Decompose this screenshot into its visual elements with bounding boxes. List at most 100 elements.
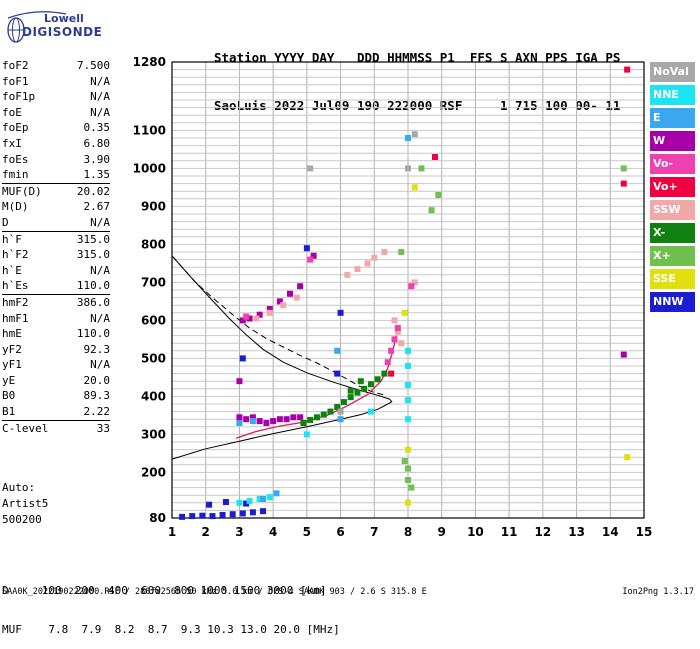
echo-point-ssw [354, 266, 361, 273]
echo-point-nnw [179, 513, 186, 520]
echo-point-x+ [405, 465, 411, 472]
echo-point-sse [624, 454, 631, 461]
echo-point-w [236, 414, 243, 421]
legend-item: NoVal [650, 62, 695, 82]
x-tick-label: 15 [636, 525, 653, 539]
param-name: C-level [2, 421, 49, 435]
y-tick-label: 1280 [133, 55, 166, 69]
echo-point-x- [361, 385, 368, 392]
echo-point-nne [405, 397, 411, 404]
logo-globe-icon [7, 11, 67, 43]
echo-point-sse [405, 446, 411, 453]
param-value: 110.0 [76, 327, 110, 341]
echo-point-x- [381, 370, 388, 377]
param-row: B1 2.22 [2, 404, 110, 420]
echo-point-nnw [249, 509, 256, 516]
echo-point-e [337, 416, 344, 423]
param-row: foF1 N/A [2, 74, 110, 90]
echo-point-ssw [391, 317, 398, 324]
echo-point-w [620, 351, 627, 358]
echo-point-x- [354, 389, 361, 396]
echo-point-w [310, 252, 317, 259]
param-name: M(D) [2, 200, 29, 214]
echo-point-sse [405, 499, 411, 506]
param-value: N/A [90, 215, 110, 229]
param-value: 2.67 [83, 200, 111, 214]
echo-point-nnw [229, 511, 236, 518]
x-tick-label: 11 [501, 525, 518, 539]
param-name: h`F2 [2, 248, 29, 262]
param-row: B0 89.3 [2, 388, 110, 404]
echo-point-w [297, 283, 304, 290]
echo-point-nne [246, 497, 253, 504]
param-row: h`F 315.0 [2, 230, 110, 248]
muf-distance-table: D 100 200 400 600 800 1000 1500 3000 [km… [2, 558, 340, 649]
virtual-curve [171, 255, 385, 396]
echo-point-nne [405, 382, 411, 388]
echo-point-nnw [239, 355, 246, 362]
legend-item: X- [650, 223, 695, 243]
y-tick-label: 400 [141, 389, 166, 403]
x-tick-label: 5 [303, 525, 311, 539]
param-value: 315.0 [76, 248, 110, 262]
echo-point-e [249, 418, 256, 425]
echo-point-nne [405, 347, 411, 354]
echo-point-vo- [408, 283, 415, 290]
x-tick-label: 7 [370, 525, 378, 539]
param-value: N/A [90, 311, 110, 325]
x-tick-label: 2 [202, 525, 210, 539]
echo-point-w [256, 418, 263, 425]
version-label: Ion2Png 1.3.17 [622, 587, 694, 597]
y-tick-label: 200 [141, 465, 166, 479]
param-row: foE N/A [2, 105, 110, 121]
echo-point-nnw [222, 499, 229, 506]
auto-line2: Artist5 [2, 497, 49, 510]
param-name: D [2, 215, 9, 229]
echo-point-ssw [364, 260, 371, 267]
param-value: 89.3 [83, 389, 111, 403]
param-name: foF2 [2, 59, 29, 72]
echo-point-ssw [253, 315, 260, 322]
y-tick-label: 600 [141, 313, 166, 327]
echo-point-nnw [243, 500, 250, 507]
param-row: fxI 6.80 [2, 136, 110, 152]
param-value: 3.90 [83, 152, 111, 166]
echo-point-nnw [206, 501, 213, 508]
x-tick-label: 10 [467, 525, 484, 539]
echo-point-vo- [243, 313, 250, 320]
echo-point-w [283, 416, 290, 423]
header-line1: Station YYYY DAY DDD HHMMSS P1 FFS S AXN… [214, 50, 621, 65]
legend-item: SSW [650, 200, 695, 220]
ionogram-chart: 1 2 3 4 5 6 7 8 9 10 11 12 13 14 158020030040050060070… [133, 55, 653, 539]
echo-point-noval [411, 131, 418, 138]
param-value: 20.02 [76, 184, 110, 198]
echo-point-vo+ [620, 180, 627, 187]
echo-point-w [266, 306, 273, 312]
echo-point-x+ [401, 458, 408, 464]
param-value: 386.0 [76, 295, 110, 309]
legend-item: E [650, 108, 695, 128]
echo-point-x+ [405, 477, 411, 483]
param-value: N/A [90, 358, 110, 372]
param-name: foE [2, 105, 22, 119]
echo-point-nne [303, 431, 310, 438]
echo-point-ssw [398, 340, 405, 347]
echo-point-e [260, 496, 267, 502]
echo-point-w [236, 378, 243, 385]
y-tick-label: 80 [149, 511, 166, 525]
legend-item: X+ [650, 246, 695, 266]
param-name: foEp [2, 121, 29, 135]
param-value: N/A [90, 105, 110, 119]
param-value: 110.0 [76, 279, 110, 293]
logo-line1: Lowell [44, 12, 84, 25]
param-name: B1 [2, 405, 16, 419]
echo-point-x- [327, 408, 334, 415]
echo-point-x+ [398, 249, 405, 255]
legend-item: W [650, 131, 695, 151]
param-name: fmin [2, 168, 29, 182]
param-row: foF1p N/A [2, 89, 110, 105]
echo-point-ssw [381, 249, 388, 255]
muf-row: MUF 7.8 7.9 8.2 8.7 9.3 10.3 13.0 20.0 [… [2, 623, 340, 636]
echo-point-x- [340, 399, 347, 406]
echo-point-nne [266, 494, 273, 501]
